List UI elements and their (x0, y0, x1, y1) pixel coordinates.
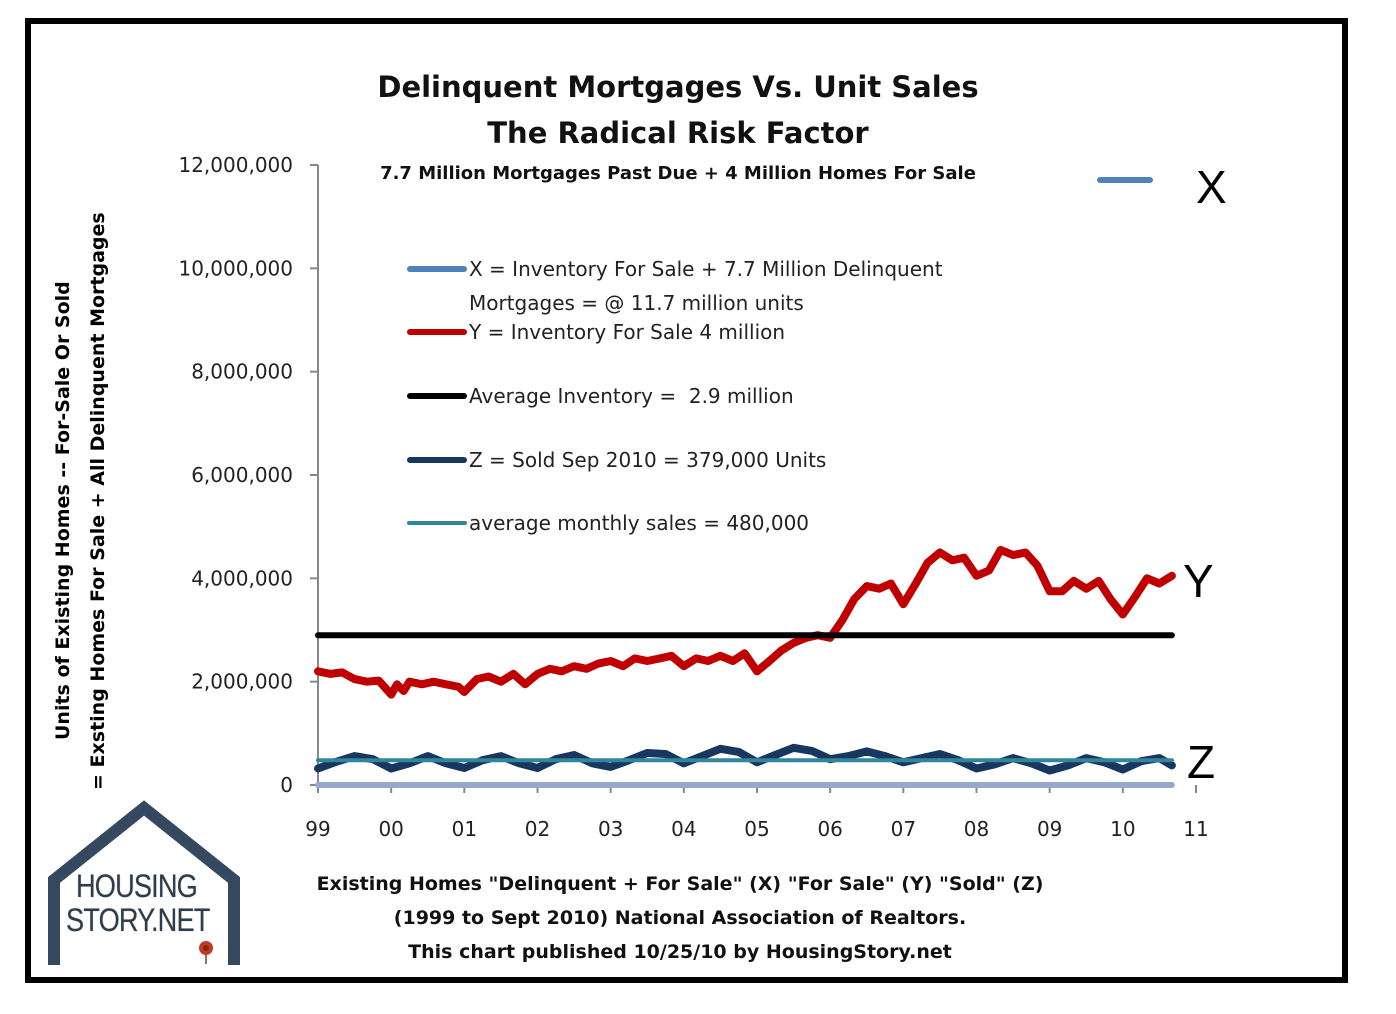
x-tick-label: 06 (817, 817, 842, 841)
legend-item-z: Z = Sold Sep 2010 = 379,000 Units (407, 448, 826, 472)
legend-swatch-x (407, 266, 467, 272)
housingstory-logo: HOUSING STORY.NET (40, 800, 250, 970)
legend-item-avg-sales: average monthly sales = 480,000 (407, 511, 809, 535)
legend-label-z: Z = Sold Sep 2010 = 379,000 Units (469, 448, 827, 472)
legend-swatch-avg-inventory (407, 393, 467, 399)
legend-label-x-cont: Mortgages = @ 11.7 million units (469, 291, 804, 315)
legend-label-avg-inventory: Average Inventory = 2.9 million (469, 384, 794, 408)
series-tag-y: Y (1183, 555, 1214, 607)
y-tick-label: 8,000,000 (191, 360, 293, 384)
y-tick-label: 12,000,000 (178, 153, 293, 177)
series-tag-x: X (1196, 161, 1227, 213)
x-caption-line-2: (1999 to Sept 2010) National Association… (393, 907, 967, 929)
x-tick-label: 04 (671, 817, 696, 841)
x-tick-label: 02 (525, 817, 550, 841)
legend-swatch-avg-sales (407, 521, 467, 525)
y-tick-label: 6,000,000 (191, 463, 293, 487)
x-tick-label: 01 (452, 817, 477, 841)
y-tick-label: 0 (280, 773, 293, 797)
x-tick-label: 07 (891, 817, 916, 841)
x-tick-label: 09 (1037, 817, 1062, 841)
x-tick-label: 03 (598, 817, 623, 841)
x-caption-line-3: This chart published 10/25/10 by Housing… (408, 941, 952, 963)
legend-swatch-y (407, 329, 467, 335)
legend-label-y: Y = Inventory For Sale 4 million (469, 320, 786, 344)
x-tick-label: 11 (1183, 817, 1208, 841)
x-tick-label: 08 (964, 817, 989, 841)
x-caption-line-1: Existing Homes "Delinquent + For Sale" (… (316, 873, 1044, 895)
x-tick-label: 99 (305, 817, 330, 841)
x-tick-label: 10 (1110, 817, 1135, 841)
y-tick-label: 10,000,000 (178, 256, 293, 280)
series-line-y (314, 545, 1176, 699)
x-marker-line (1097, 177, 1153, 183)
legend-item-y: Y = Inventory For Sale 4 million (407, 320, 785, 344)
legend-label-avg-sales: average monthly sales = 480,000 (469, 511, 810, 535)
legend-item-avg-inventory: Average Inventory = 2.9 million (407, 384, 794, 408)
legend-swatch-z (407, 457, 467, 463)
y-tick-label: 4,000,000 (191, 566, 293, 590)
legend-label-x: X = Inventory For Sale + 7.7 Million Del… (469, 257, 943, 281)
logo-text-line-2: STORY.NET (66, 902, 210, 938)
house-icon (48, 800, 240, 965)
x-tick-label: 05 (744, 817, 769, 841)
legend-item-x: X = Inventory For Sale + 7.7 Million Del… (407, 257, 943, 281)
series-tag-z: Z (1187, 736, 1216, 788)
chart-subtitle-2: 7.7 Million Mortgages Past Due + 4 Milli… (380, 163, 976, 184)
x-tick-label: 00 (378, 817, 403, 841)
y-tick-label: 2,000,000 (191, 670, 293, 694)
chart-title: Delinquent Mortgages Vs. Unit Sales (377, 70, 979, 104)
flower-icon (199, 941, 213, 964)
series-line-z (314, 743, 1176, 775)
logo-text-line-1: HOUSING (76, 868, 198, 904)
chart-subtitle: The Radical Risk Factor (487, 116, 869, 150)
